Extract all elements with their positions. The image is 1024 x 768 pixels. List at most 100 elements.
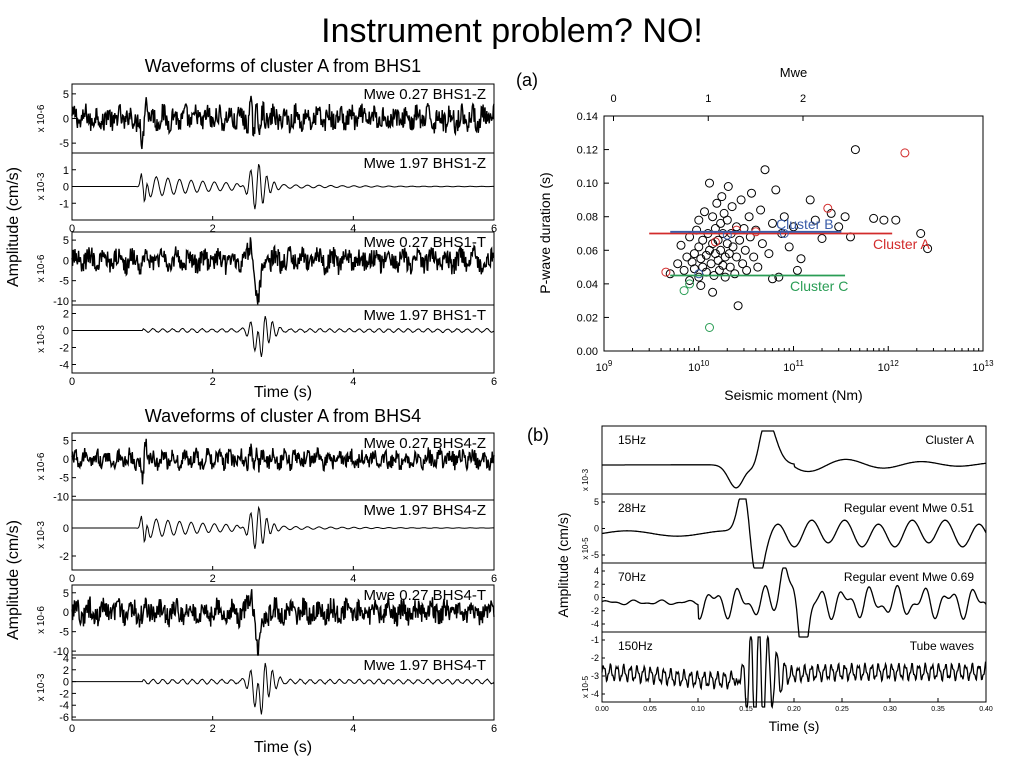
top-tick-label: 2: [800, 93, 806, 105]
y-tick-label: -5: [59, 627, 69, 639]
y-tick-label: 0.10: [577, 178, 598, 190]
scale-label: x 10-6: [36, 452, 47, 480]
scatter-point: [679, 286, 689, 296]
scatter-point: [753, 262, 763, 272]
scatter-point: [694, 242, 704, 252]
y-tick-label: -1: [591, 635, 599, 645]
y-tick-label: 0: [63, 677, 69, 689]
scatter-point: [736, 195, 746, 205]
scatter-point: [685, 276, 695, 285]
waveform-trace: [601, 567, 987, 638]
panel-freq: 28Hz: [618, 501, 646, 515]
x-tick-label: 0.40: [979, 706, 993, 713]
scatter-point: [665, 269, 675, 279]
scatter-point: [705, 178, 714, 188]
y-tick-label: 2: [594, 579, 599, 589]
top-tick-label: 1: [705, 93, 711, 105]
scatter-point: [717, 192, 727, 202]
scale-label: x 10-6: [36, 104, 47, 132]
x-tick-label: 0.05: [643, 706, 657, 713]
waveform-trace: [72, 315, 495, 357]
panel-label: Mwe 1.97 BHS1-T: [363, 307, 486, 324]
scatter-point: [694, 272, 704, 282]
scatter-point: [689, 264, 699, 274]
scale-label: x 10-3: [36, 172, 47, 200]
y-axis-label: Amplitude (cm/s): [5, 167, 22, 287]
scatter-point: [728, 242, 738, 252]
y-tick-label: -4: [59, 360, 69, 372]
y-tick-label: -10: [53, 296, 69, 308]
scatter-point: [732, 225, 741, 235]
scatter-point: [774, 272, 784, 282]
waveform-trace: [601, 498, 987, 569]
y-tick-label: 5: [63, 89, 69, 101]
scatter-point: [879, 215, 889, 225]
y-tick-label: 0: [63, 454, 69, 466]
x-tick-label: 0.25: [835, 706, 849, 713]
y-tick-label: -4: [591, 689, 599, 699]
waveform-trace: [71, 438, 495, 485]
y-tick-label: -6: [59, 712, 69, 724]
scatter-point: [732, 252, 741, 262]
y-tick-label: 0.02: [577, 312, 598, 324]
x-axis-label: Seismic moment (Nm): [724, 387, 862, 403]
y-tick-label: 5: [63, 588, 69, 600]
panel-label: Mwe 0.27 BHS4-Z: [363, 435, 486, 452]
x-tick-label: 0: [69, 376, 75, 388]
chart-title-0: Waveforms of cluster A from BHS1: [145, 56, 421, 76]
x-axis-label: Time (s): [254, 384, 312, 401]
chart-title-1: Waveforms of cluster A from BHS4: [145, 406, 421, 426]
y-tick-label: -2: [59, 551, 69, 563]
scale-label: x 10-3: [36, 325, 47, 353]
y-tick-label: 0: [63, 114, 69, 126]
scale-label: x 10-3: [36, 521, 47, 549]
scatter-point: [742, 265, 752, 275]
panel-label: Tube waves: [910, 639, 974, 653]
y-tick-label: 0.08: [577, 212, 598, 224]
scatter-point: [713, 255, 723, 265]
x-tick-label: 4: [350, 723, 356, 735]
x-tick-label: 2: [210, 376, 216, 388]
scale-label: x 10-6: [36, 606, 47, 634]
x-tick-label: 2: [210, 223, 216, 235]
x-tick-label: 0: [69, 573, 75, 585]
waveform-trace: [601, 634, 987, 709]
y-tick-label: -2: [591, 606, 599, 616]
scatter-point: [760, 165, 770, 175]
scatter-point: [850, 145, 860, 155]
x-tick-label: 109: [596, 359, 613, 374]
x-tick-label: 0: [69, 723, 75, 735]
x-tick-label: 0: [69, 223, 75, 235]
scatter-point: [744, 212, 754, 222]
y-axis-label: Amplitude (cm/s): [555, 512, 571, 617]
panel-label-b: (b): [527, 425, 549, 445]
y-axis-label: P-wave duration (s): [537, 172, 553, 293]
y-tick-label: -4: [59, 700, 69, 712]
scatter-point: [698, 235, 708, 245]
scatter-point: [673, 259, 683, 269]
panel-label: Mwe 0.27 BHS1-T: [363, 234, 486, 251]
scatter-point: [712, 198, 722, 208]
x-tick-label: 6: [491, 223, 497, 235]
y-tick-label: -5: [59, 473, 69, 485]
scale-label: x 10-5: [581, 675, 590, 698]
x-tick-label: 2: [210, 723, 216, 735]
x-tick-label: 6: [491, 573, 497, 585]
y-tick-label: 5: [63, 235, 69, 247]
scatter-point: [661, 267, 671, 277]
y-tick-label: 0: [594, 593, 599, 603]
scatter-point: [716, 245, 726, 255]
x-tick-label: 4: [350, 573, 356, 585]
scatter-point: [789, 222, 798, 232]
y-tick-label: -3: [591, 671, 599, 681]
waveform-trace: [602, 430, 987, 489]
panel-label: Mwe 0.27 BHS4-T: [363, 587, 486, 604]
scatter-point: [713, 235, 723, 245]
panel-freq: 70Hz: [618, 570, 646, 584]
y-tick-label: 1: [63, 165, 69, 177]
y-tick-label: 0.06: [577, 245, 598, 257]
y-tick-label: 4: [63, 653, 69, 665]
x-tick-label: 0.30: [883, 706, 897, 713]
x-tick-label: 1011: [783, 359, 804, 374]
